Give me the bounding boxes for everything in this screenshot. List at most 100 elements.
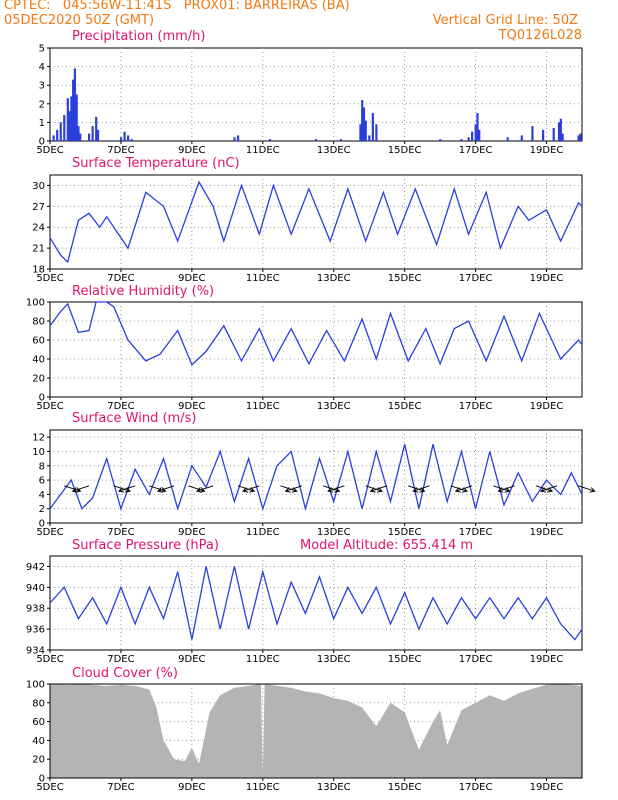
x-tick-label: 7DEC bbox=[107, 273, 134, 284]
wind-arrow-shaft bbox=[196, 485, 214, 492]
x-tick-label: 17DEC bbox=[459, 654, 493, 665]
y-tick-label: 2 bbox=[39, 99, 45, 110]
precip-bar bbox=[68, 111, 71, 141]
x-tick-label: 5DEC bbox=[36, 273, 63, 284]
x-tick-label: 7DEC bbox=[107, 145, 134, 156]
wind-arrow-shaft bbox=[157, 485, 175, 492]
y-tick-label: 938 bbox=[26, 604, 45, 615]
series-line bbox=[49, 301, 583, 366]
x-tick-label: 17DEC bbox=[459, 782, 493, 793]
x-tick-label: 13DEC bbox=[317, 654, 351, 665]
y-tick-label: 4 bbox=[39, 62, 45, 73]
y-tick-label: 80 bbox=[32, 317, 45, 328]
y-tick-label: 0 bbox=[39, 393, 45, 404]
precip-bar bbox=[520, 135, 523, 141]
x-tick-label: 7DEC bbox=[107, 401, 134, 412]
panel-subtitle: Model Altitude: 655.414 m bbox=[300, 538, 473, 553]
wind-arrow-head bbox=[242, 487, 249, 493]
x-tick-label: 7DEC bbox=[107, 654, 134, 665]
wind-arrow-head bbox=[284, 487, 291, 493]
chart-panel-2: 18 21 24 27 30 5DEC 7DEC 9DEC 11DEC 13DEC 15DEC 17D… bbox=[32, 156, 583, 284]
plot-frame bbox=[49, 555, 583, 651]
wind-arrow-shaft bbox=[328, 485, 345, 492]
y-tick-label: 24 bbox=[32, 223, 45, 234]
y-tick-label: 40 bbox=[32, 736, 45, 747]
plot-frame-top bbox=[49, 683, 583, 779]
y-tick-label: 18 bbox=[32, 265, 45, 276]
precip-bar bbox=[56, 129, 59, 141]
header-model-id: TQ0126L028 bbox=[498, 28, 582, 43]
x-tick-label: 15DEC bbox=[388, 527, 422, 538]
wind-arrow-head bbox=[589, 487, 596, 493]
series-line bbox=[49, 180, 583, 264]
y-tick-label: 6 bbox=[39, 476, 45, 487]
precip-bar bbox=[362, 107, 366, 141]
precip-bar bbox=[506, 137, 509, 141]
y-tick-label: 5 bbox=[39, 44, 45, 55]
precip-bar bbox=[91, 126, 94, 141]
x-tick-label: 17DEC bbox=[459, 527, 493, 538]
precip-bar bbox=[66, 98, 69, 141]
precip-bar bbox=[88, 133, 91, 141]
y-tick-label: 10 bbox=[32, 447, 45, 458]
x-tick-label: 15DEC bbox=[388, 654, 422, 665]
precip-bar bbox=[130, 139, 133, 141]
x-tick-label: 11DEC bbox=[246, 527, 280, 538]
wind-arrow-shaft bbox=[578, 485, 595, 492]
wind-arrow-shaft bbox=[64, 485, 81, 492]
precip-bar bbox=[557, 122, 561, 141]
precip-bar bbox=[579, 133, 582, 141]
precip-bar bbox=[73, 68, 77, 141]
wind-arrow-shaft bbox=[413, 485, 430, 492]
x-tick-label: 19DEC bbox=[530, 401, 564, 412]
precip-bar bbox=[478, 129, 481, 141]
wind-arrow-head bbox=[454, 487, 461, 493]
precip-bar bbox=[371, 113, 374, 141]
precip-bar bbox=[72, 79, 75, 141]
x-tick-label: 19DEC bbox=[530, 782, 564, 793]
precip-bar bbox=[127, 135, 130, 141]
panel-title: Surface Pressure (hPa) bbox=[72, 538, 219, 553]
panel-title: Surface Temperature (nC) bbox=[72, 156, 240, 171]
precip-bar bbox=[471, 131, 474, 141]
y-tick-label: 936 bbox=[26, 625, 45, 636]
precip-bar bbox=[75, 94, 78, 141]
chart-panel-4: 0 2 4 6 8 10 12 5DEC 7DEC 9DEC 11DEC 13DEC 15DEC 17DE… bbox=[32, 411, 596, 538]
x-tick-label: 7DEC bbox=[107, 782, 134, 793]
panel-title: Cloud Cover (%) bbox=[72, 666, 178, 681]
x-tick-label: 5DEC bbox=[36, 527, 63, 538]
header-station: CPTEC: 045:56W-11:41S PROX01: BARREIRAS … bbox=[4, 0, 350, 13]
wind-arrow-head bbox=[539, 487, 546, 493]
x-tick-label: 5DEC bbox=[36, 401, 63, 412]
x-tick-label: 13DEC bbox=[317, 401, 351, 412]
x-tick-label: 19DEC bbox=[530, 145, 564, 156]
precip-bar bbox=[359, 124, 362, 141]
precip-bar bbox=[79, 133, 82, 141]
precip-bar bbox=[339, 139, 343, 141]
precip-bar bbox=[52, 135, 55, 141]
precip-bar bbox=[474, 124, 477, 141]
wind-arrow-head bbox=[497, 487, 504, 493]
wind-arrow-head bbox=[327, 487, 334, 493]
y-tick-label: 60 bbox=[32, 717, 45, 728]
x-tick-label: 19DEC bbox=[530, 654, 564, 665]
precip-bar bbox=[233, 137, 236, 141]
wind-arrow-shaft bbox=[370, 485, 388, 492]
precip-bar bbox=[460, 139, 463, 141]
x-tick-label: 9DEC bbox=[178, 654, 205, 665]
precip-bar bbox=[541, 129, 545, 141]
y-tick-label: 940 bbox=[26, 583, 45, 594]
precip-bar bbox=[531, 126, 534, 141]
plot-frame bbox=[49, 47, 583, 142]
x-tick-label: 15DEC bbox=[388, 273, 422, 284]
x-tick-label: 5DEC bbox=[36, 654, 63, 665]
y-tick-label: 100 bbox=[26, 298, 45, 309]
cloud-area bbox=[50, 684, 582, 778]
wind-arrow-head bbox=[117, 487, 124, 493]
x-tick-label: 19DEC bbox=[530, 527, 564, 538]
y-tick-label: 20 bbox=[32, 374, 45, 385]
wind-arrow-head bbox=[369, 487, 376, 493]
wind-arrow-head bbox=[156, 487, 163, 493]
precip-bar bbox=[476, 113, 479, 141]
x-tick-label: 7DEC bbox=[107, 527, 134, 538]
